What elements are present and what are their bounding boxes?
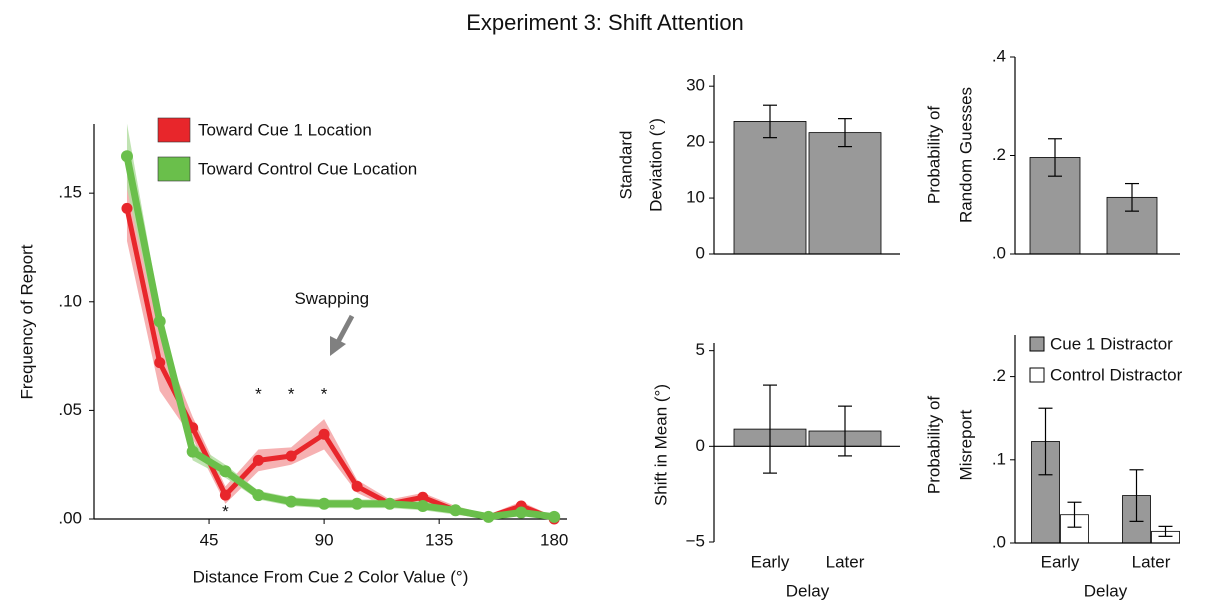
y-tick-label: 20: [686, 132, 705, 151]
y-axis-label: Random Guesses: [956, 87, 975, 223]
point: [154, 357, 166, 369]
legend-swatch: [157, 117, 191, 143]
legend-label: Cue 1 Distractor: [1050, 334, 1173, 353]
point: [285, 450, 297, 462]
legend-swatch: [1029, 367, 1045, 383]
y-tick-label: −5: [686, 531, 705, 550]
x-tick-label: Later: [826, 552, 865, 571]
x-tick-label: 90: [315, 530, 334, 549]
y-tick-label: .4: [992, 46, 1006, 65]
legend-label: Toward Control Cue Location: [198, 159, 417, 178]
x-tick-label: 180: [540, 530, 568, 549]
x-tick-label: Early: [751, 552, 790, 571]
x-tick-label: 45: [200, 530, 219, 549]
point: [186, 445, 199, 458]
significance-marker: *: [321, 385, 328, 404]
y-axis-label: Probability of: [924, 396, 943, 495]
legend-swatch: [1029, 336, 1045, 352]
error-band: [126, 175, 555, 522]
point: [417, 491, 429, 503]
x-axis-label: Distance From Cue 2 Color Value (°): [193, 567, 469, 586]
legend-label: Control Distractor: [1050, 365, 1183, 384]
point: [351, 497, 364, 510]
figure-title: Experiment 3: Shift Attention: [466, 10, 744, 35]
y-tick-label: 0: [696, 243, 705, 262]
y-axis-label: Shift in Mean (°): [651, 384, 670, 506]
point: [318, 497, 331, 510]
significance-marker: *: [255, 385, 262, 404]
point: [482, 510, 495, 523]
bar: [808, 132, 882, 255]
point: [548, 510, 561, 523]
arrow-shaft: [335, 314, 355, 344]
legend-swatch: [157, 156, 191, 182]
x-axis-label: Delay: [786, 581, 830, 600]
y-tick-label: 0: [696, 436, 705, 455]
point: [120, 150, 133, 163]
point: [416, 499, 429, 512]
point: [351, 480, 363, 492]
y-axis-label: Frequency of Report: [17, 244, 36, 399]
point: [121, 202, 133, 214]
point: [252, 489, 265, 502]
x-axis-label: Delay: [1084, 581, 1128, 600]
significance-marker: *: [288, 385, 295, 404]
y-tick-label: .0: [992, 532, 1006, 551]
y-tick-label: .0: [992, 243, 1006, 262]
y-tick-label: .2: [992, 145, 1006, 164]
point: [252, 454, 264, 466]
x-tick-label: 135: [425, 530, 453, 549]
bar: [733, 121, 807, 255]
point: [318, 428, 330, 440]
point: [383, 497, 396, 510]
swapping-arrow: [330, 314, 355, 356]
y-tick-label: .15: [58, 183, 82, 202]
y-axis-label: Misreport: [956, 409, 975, 480]
y-tick-label: .1: [992, 449, 1006, 468]
series-line: [124, 207, 556, 522]
y-axis-label: Deviation (°): [646, 118, 665, 212]
x-tick-label: Later: [1132, 552, 1171, 571]
significance-marker: *: [222, 502, 229, 521]
y-tick-label: .00: [58, 508, 82, 527]
y-tick-label: .2: [992, 366, 1006, 385]
y-axis-label: Standard: [616, 131, 635, 200]
annotation: Swapping: [294, 289, 369, 308]
point: [219, 465, 232, 478]
point: [285, 495, 298, 508]
y-tick-label: 5: [696, 340, 705, 359]
point: [515, 506, 528, 519]
y-tick-label: .05: [58, 400, 82, 419]
point: [153, 315, 166, 328]
y-tick-label: 30: [686, 76, 705, 95]
x-tick-label: Early: [1041, 552, 1080, 571]
y-tick-label: 10: [686, 188, 705, 207]
arrow-head: [330, 336, 346, 356]
y-axis-label: Probability of: [924, 106, 943, 205]
point: [219, 489, 231, 501]
legend-label: Toward Cue 1 Location: [198, 120, 372, 139]
point: [449, 504, 462, 517]
y-tick-label: .10: [58, 291, 82, 310]
